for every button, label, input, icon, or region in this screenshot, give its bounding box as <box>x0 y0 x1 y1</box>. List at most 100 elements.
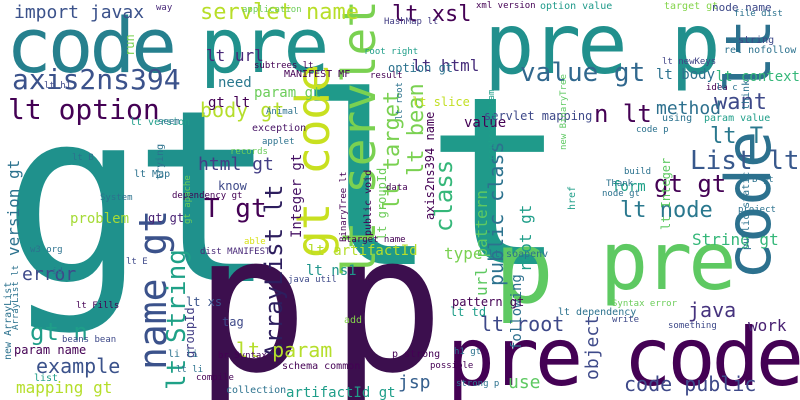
cloud-word: file dist <box>734 9 783 19</box>
cloud-word: servlet name <box>200 0 359 25</box>
cloud-word: new BinaryTree <box>559 74 569 150</box>
cloud-word: mapping gt <box>16 378 113 397</box>
cloud-word: value gt <box>520 58 646 88</box>
cloud-word: pre code <box>446 311 800 400</box>
cloud-word: gt <box>2 58 277 338</box>
cloud-word: applet <box>262 137 295 147</box>
cloud-word: axis2ns394 name <box>423 111 437 220</box>
cloud-word: type <box>444 244 483 263</box>
cloud-word: add <box>344 315 363 326</box>
cloud-word: root right <box>364 47 419 57</box>
cloud-word: lt context <box>715 69 800 85</box>
cloud-word: lt slice <box>412 95 470 109</box>
cloud-word: lt groupId <box>375 167 389 240</box>
cloud-word: node name <box>712 1 772 14</box>
cloud-word: value <box>464 115 507 131</box>
cloud-word: lt html <box>412 56 480 75</box>
cloud-word: p <box>330 194 445 400</box>
cloud-word: lt B <box>72 153 94 163</box>
cloud-word: servlet mapping <box>484 109 593 123</box>
cloud-word: use <box>508 372 541 393</box>
cloud-word: gt lt <box>208 95 251 111</box>
cloud-word: lt ns1 <box>306 263 357 279</box>
cloud-word: lt dependency <box>558 307 637 318</box>
cloud-word: lt Integer <box>659 157 673 230</box>
cloud-word: import javax <box>14 2 145 23</box>
cloud-word: method <box>656 98 722 119</box>
cloud-word: example <box>36 354 121 378</box>
cloud-word: gt gt <box>654 170 727 198</box>
cloud-word: context param <box>487 89 497 160</box>
cloud-word: project <box>738 205 776 215</box>
cloud-word: able <box>244 237 266 247</box>
cloud-word: lt E <box>126 257 148 267</box>
cloud-word: lt body <box>656 67 716 83</box>
cloud-word: option gt <box>388 61 454 75</box>
cloud-word: collection <box>226 385 287 396</box>
cloud-word: object <box>582 314 603 380</box>
cloud-word: something <box>668 321 717 331</box>
cloud-word: string <box>738 35 775 46</box>
cloud-word: public static <box>741 171 752 250</box>
cloud-word: dependency gt <box>172 191 243 201</box>
cloud-word: public void <box>363 169 374 236</box>
cloud-word: code <box>6 1 177 90</box>
cloud-word: way <box>156 3 173 13</box>
cloud-word: id <box>52 267 63 277</box>
cloud-word: root gt <box>516 204 535 272</box>
cloud-word: p <box>494 209 555 326</box>
cloud-word: pattern gt <box>452 295 525 309</box>
cloud-word: application <box>242 5 302 15</box>
cloud-word: problem <box>70 211 130 227</box>
cloud-word: gt n <box>30 318 88 346</box>
cloud-word: build <box>624 167 652 177</box>
cloud-word: lt node <box>620 198 713 223</box>
cloud-word: h1 gt <box>454 347 482 357</box>
cloud-word: xml version <box>476 1 536 11</box>
cloud-word: exception <box>252 123 307 134</box>
cloud-word: MANIFEST MF <box>284 69 351 80</box>
cloud-word: think <box>741 79 752 110</box>
cloud-word: lt Fills <box>76 301 120 311</box>
cloud-word: gt apache <box>183 175 193 224</box>
cloud-word: subtrees lt <box>254 61 314 71</box>
cloud-word: write <box>612 315 640 325</box>
cloud-word: want <box>714 90 767 115</box>
cloud-word: target name <box>346 235 406 245</box>
cloud-word: version gt <box>4 159 23 256</box>
cloud-word: idea <box>706 83 728 93</box>
cloud-word: Integer gt <box>289 153 305 238</box>
cloud-word: p strong <box>392 349 441 360</box>
cloud-word: java <box>688 298 737 322</box>
cloud-word: lt li <box>176 365 204 375</box>
cloud-word: gt gt <box>148 211 185 225</box>
cloud-word: lt <box>296 47 567 320</box>
cloud-word: jsp <box>398 372 431 393</box>
cloud-word: HashMap lt <box>384 17 439 27</box>
cloud-word: lt h1 <box>44 81 72 91</box>
cloud-word: B gt <box>752 175 774 185</box>
cloud-word: href <box>567 185 578 210</box>
cloud-word: Syntax error <box>612 299 678 309</box>
cloud-word: work <box>748 316 787 335</box>
cloud-word: BinaryTree lt <box>339 171 349 242</box>
cloud-word: node gt <box>602 189 640 199</box>
cloud-word: p <box>194 194 309 400</box>
cloud-word: java util <box>288 275 337 285</box>
cloud-word: data <box>386 183 408 193</box>
cloud-word: code public <box>624 372 757 396</box>
cloud-word: schema common <box>282 361 361 372</box>
cloud-word: records <box>230 147 268 157</box>
cloud-word: possible <box>430 361 474 371</box>
cloud-word: br Syntax <box>218 351 267 361</box>
cloud-word: axis2ns394 <box>12 63 181 96</box>
cloud-word: param name <box>14 343 87 357</box>
cloud-word: error <box>22 264 77 285</box>
cloud-word: pre p <box>484 0 721 93</box>
cloud-word: List lt <box>690 146 800 176</box>
cloud-word: lt option <box>8 93 160 126</box>
cloud-word: target gt <box>664 1 719 12</box>
cloud-word: code p <box>636 125 669 135</box>
cloud-word: lt xsl <box>392 2 472 27</box>
cloud-word: following <box>509 274 525 350</box>
